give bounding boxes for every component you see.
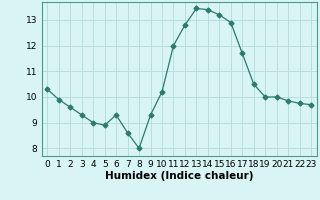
X-axis label: Humidex (Indice chaleur): Humidex (Indice chaleur): [105, 171, 253, 181]
